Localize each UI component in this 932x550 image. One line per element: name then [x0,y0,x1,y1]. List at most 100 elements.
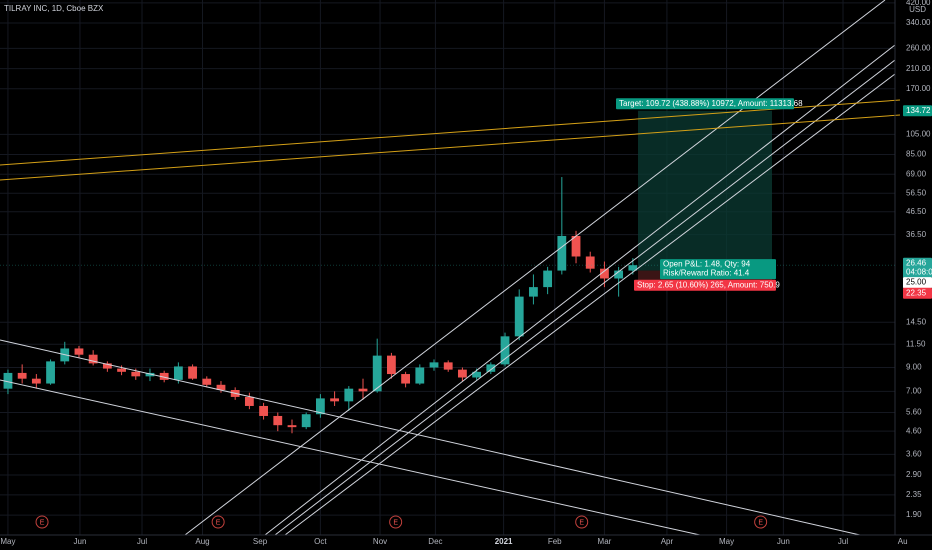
earnings-marker [211,515,225,529]
trend-lines [0,0,901,536]
x-tick-label: May [0,537,15,546]
target-price-tag: 134.72 [906,106,931,115]
y-tick-label: 9.00 [906,363,922,372]
earnings-marker [754,515,768,529]
y-tick-label: 2.90 [906,470,922,479]
candle-body [543,270,553,288]
entry-price-tag: 25.00 [906,278,927,287]
candle-body [557,235,567,271]
candle-body [486,364,496,372]
candle-body [415,367,425,384]
countdown-tag: 04:08:08 [906,267,932,276]
candle-body [117,368,126,372]
y-tick-label: 2.35 [906,490,922,499]
candle-body [88,354,98,364]
y-tick-label: 210.00 [906,64,931,73]
earnings-label: E [579,519,584,526]
candle-body [3,372,13,389]
candle-body [159,372,169,380]
trend-line [274,59,896,536]
y-tick-label: 420.00 [906,0,931,7]
y-tick-label: 170.00 [906,84,931,93]
entry-price-tag-bg [903,277,932,289]
candle-body [330,398,339,402]
target-label: Target: 109.72 (438.88%) 10972, Amount: … [619,99,803,108]
candle-body [401,374,411,384]
candle-body [31,378,41,384]
x-tick-label: Dec [428,537,442,546]
y-tick-label: 4.60 [906,426,922,435]
candle-body [287,425,297,428]
countdown-tag-bg [903,266,932,278]
candle-body [74,348,84,355]
candle-body [443,362,453,370]
candle-body [628,265,638,271]
y-tick-label: 3.60 [906,450,922,459]
candle-body [344,388,354,402]
candle-body [571,235,581,257]
earnings-marker [389,515,403,529]
y-tick-label: 105.00 [906,130,931,139]
candle-body [600,268,609,279]
currency: USD [909,5,926,14]
candle-body [17,372,27,379]
candle-body [188,366,197,379]
stop-label-bg [634,279,776,291]
target-label-bg [616,98,794,110]
candle-body [46,361,55,384]
candle-body [500,336,510,365]
y-tick-label: 260.00 [906,44,931,53]
pnl-label: Open P&L: 1.48, Qty: 94 [663,260,751,269]
stop-label: Stop: 2.65 (10.60%) 265, Amount: 750.9 [637,280,780,289]
candle-body [472,371,482,378]
y-tick-label: 1.90 [906,510,922,519]
x-tick-label: Nov [373,537,387,546]
x-tick-label: May [719,537,734,546]
y-tick-label: 46.50 [906,207,927,216]
y-tick-label: 14.50 [906,317,927,326]
x-tick-label: Au [898,537,908,546]
earnings-marker [575,515,589,529]
candle-body [358,388,368,392]
x-tick-label: Aug [195,537,209,546]
trend-line [0,339,861,536]
x-tick-label: Jul [137,537,147,546]
trend-line [264,44,896,536]
candle-body [301,414,311,428]
earnings-marker [35,515,49,529]
y-tick-label: 56.50 [906,188,927,197]
pnl-label-bg [660,259,776,271]
candle-body [273,415,283,426]
x-tick-label: Sep [253,537,268,546]
y-tick-label: 36.50 [906,230,927,239]
candle-body [145,372,155,377]
last-price-tag-bg [903,257,932,269]
x-tick-label: Apr [661,537,674,546]
y-tick-label: 7.00 [906,386,922,395]
y-tick-label: 11.50 [906,339,926,348]
y-tick-label: 340.00 [906,18,931,27]
trend-line [184,0,886,536]
candles [3,177,638,434]
target-price-tag-bg [903,105,932,117]
candle-body [315,398,325,415]
earnings-label: E [393,519,398,526]
x-tick-label: Jul [838,537,848,546]
trend-line [0,114,901,181]
earnings-label: E [40,519,45,526]
earnings-label: E [758,519,763,526]
rr-label-bg [660,268,776,280]
rr-label: Risk/Reward Ratio: 41.4 [663,269,750,278]
x-tick-label: Feb [548,537,562,546]
candle-body [173,366,183,380]
candle-body [458,369,467,378]
trend-line [0,379,701,536]
y-tick-label: 5.60 [906,408,922,417]
candle-body [614,270,624,279]
x-tick-label: Jun [74,537,87,546]
candle-body [244,396,254,406]
overlay: Target: 109.72 (438.88%) 10972, Amount: … [0,98,932,529]
